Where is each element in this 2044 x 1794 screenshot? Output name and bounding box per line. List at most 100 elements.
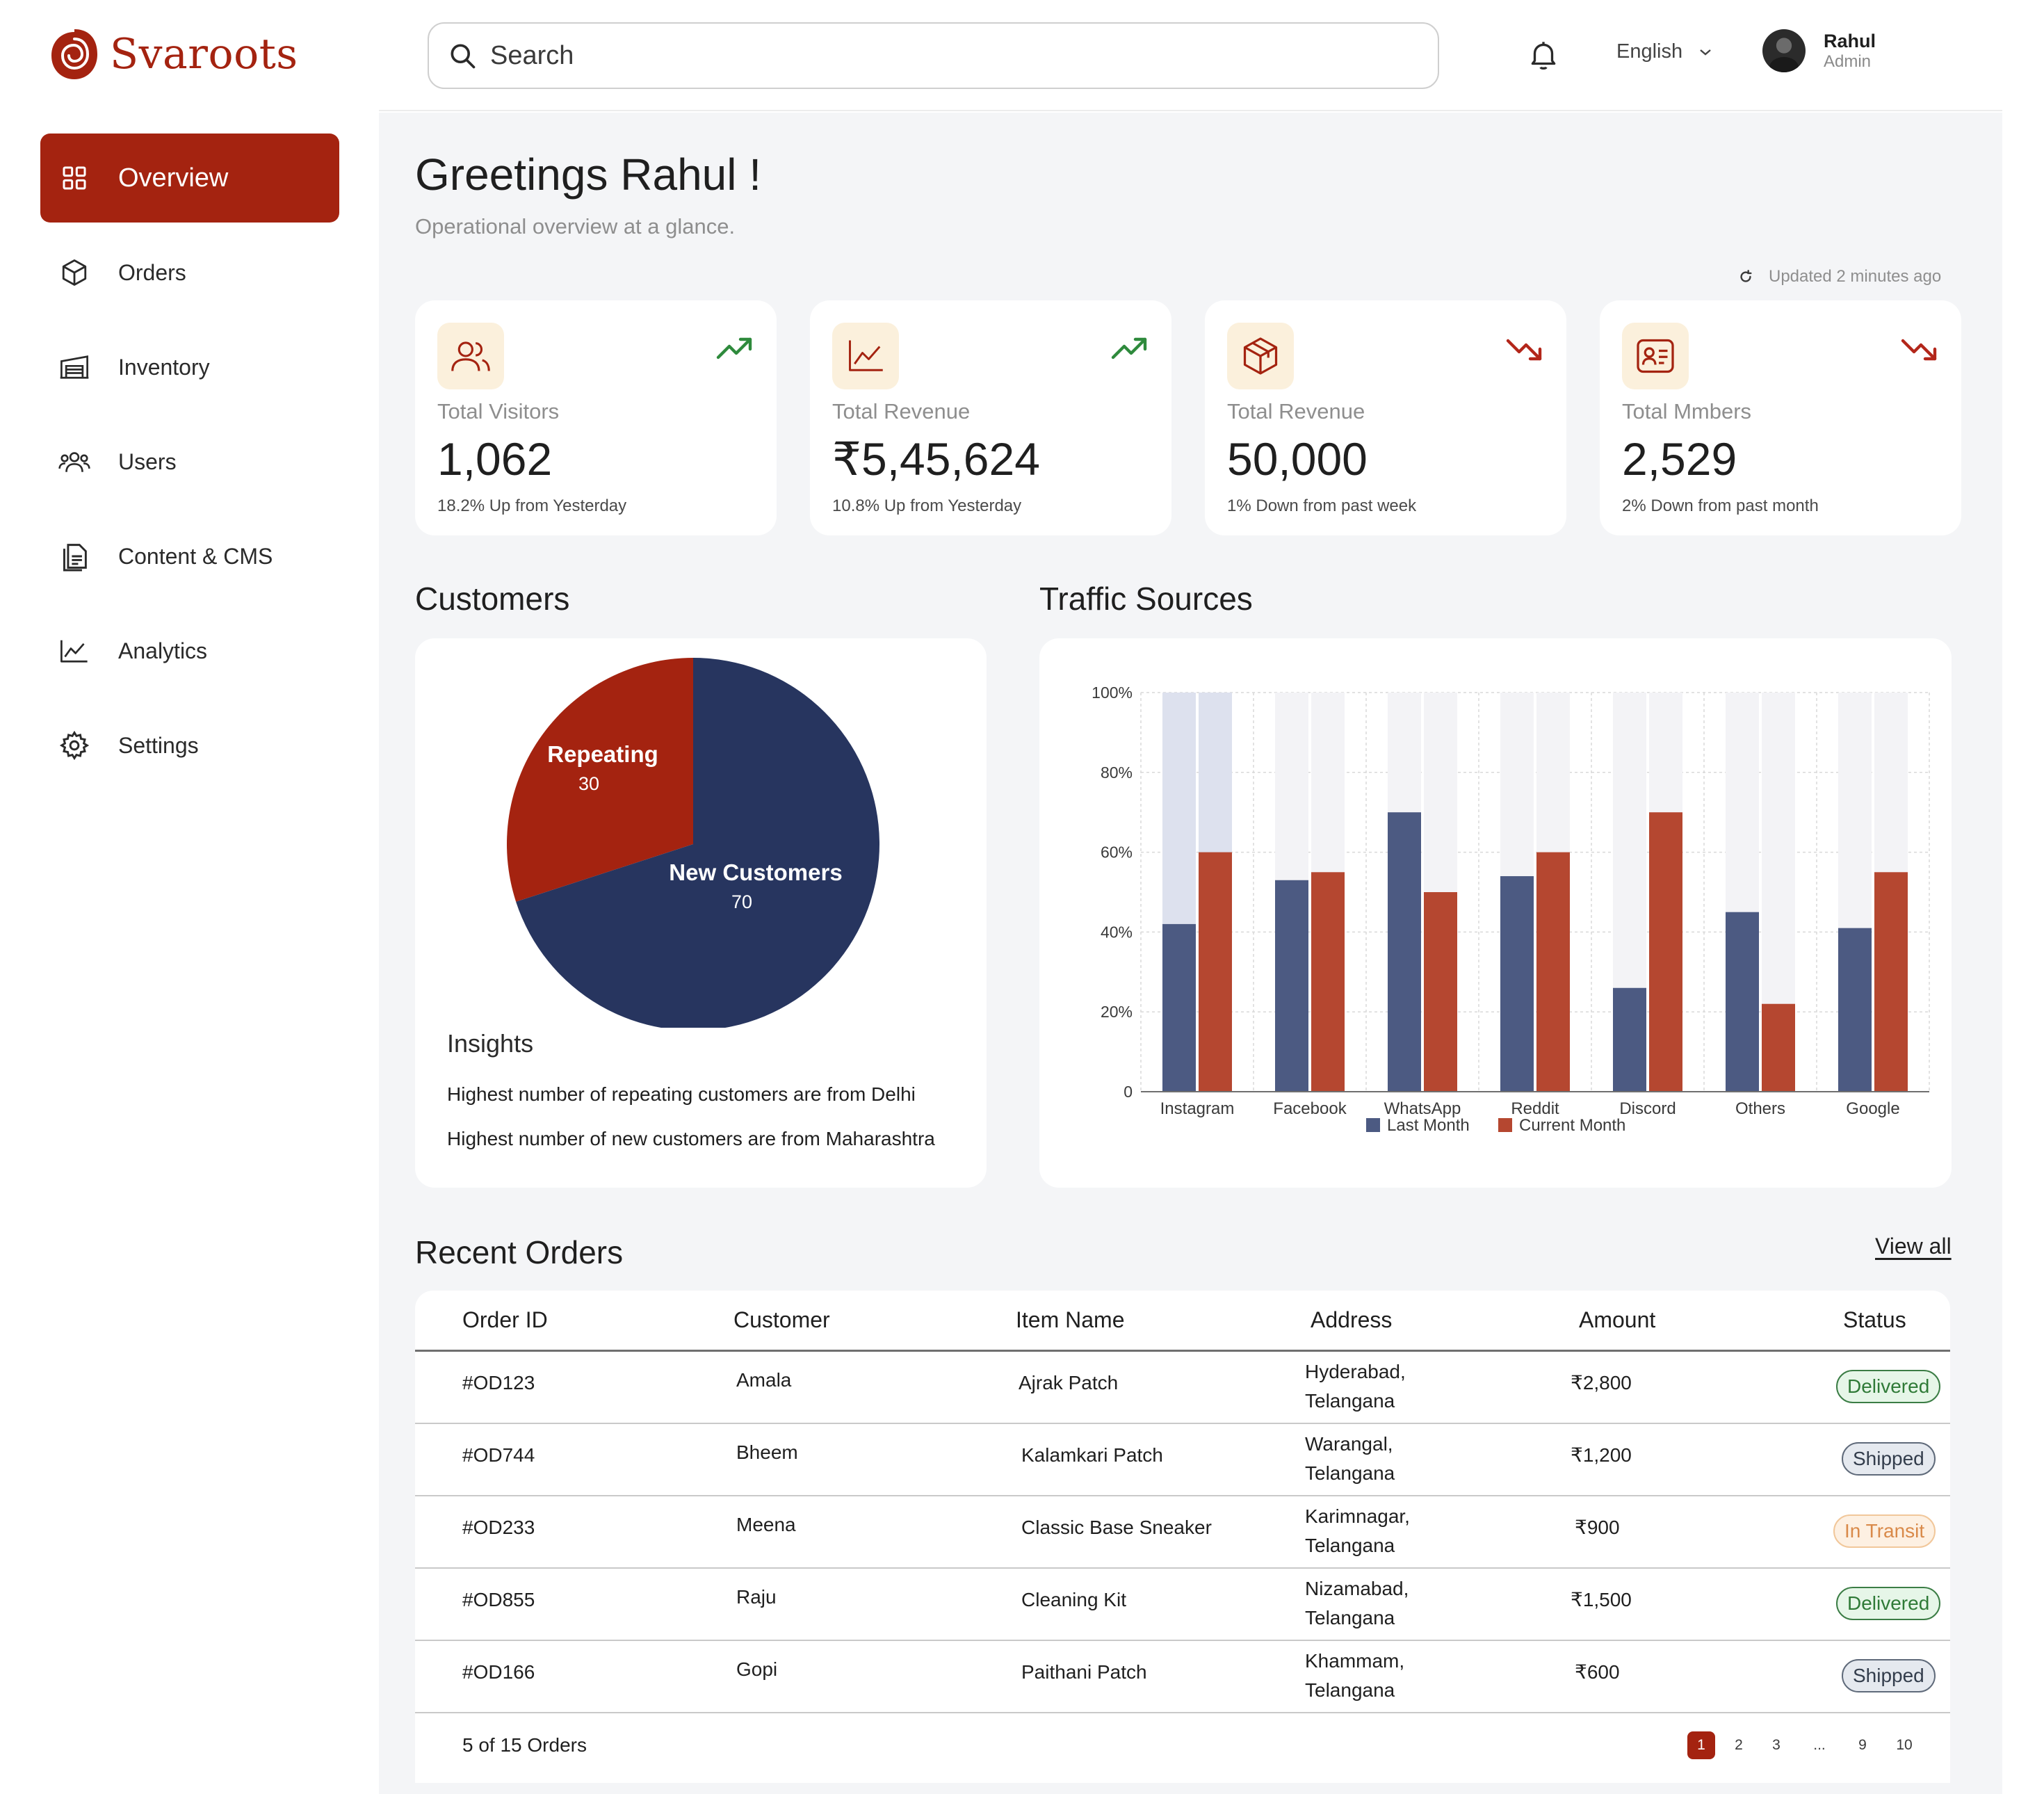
item-name: Ajrak Patch xyxy=(1019,1372,1119,1393)
brand-logo[interactable]: Svaroots xyxy=(49,26,298,82)
bar-last-month-google[interactable] xyxy=(1838,928,1872,1092)
column-header[interactable]: Order ID xyxy=(462,1307,548,1332)
orders-summary: 5 of 15 Orders xyxy=(462,1734,587,1756)
column-header[interactable]: Customer xyxy=(733,1307,830,1332)
legend-swatch xyxy=(1498,1118,1512,1132)
legend-swatch xyxy=(1366,1118,1380,1132)
bar-current-month-others[interactable] xyxy=(1762,1003,1795,1092)
address-line: Hyderabad, xyxy=(1305,1361,1406,1382)
x-tick-label: Instagram xyxy=(1160,1099,1235,1118)
page-button-10[interactable]: 10 xyxy=(1896,1737,1913,1753)
gear-icon xyxy=(58,729,90,761)
pie-slice-new-customers[interactable] xyxy=(516,658,879,1028)
amount: ₹600 xyxy=(1575,1661,1620,1683)
stat-title: Total Revenue xyxy=(832,399,971,423)
sidebar-item-users[interactable]: Users xyxy=(40,417,339,506)
insight-text: Highest number of new customers are from… xyxy=(447,1128,935,1149)
order-id[interactable]: #OD233 xyxy=(462,1517,535,1538)
page-button-1[interactable]: 1 xyxy=(1687,1731,1715,1759)
box-icon xyxy=(58,257,90,289)
search-icon xyxy=(451,44,476,69)
refresh-icon[interactable] xyxy=(1738,269,1753,284)
legend-label[interactable]: Current Month xyxy=(1519,1116,1625,1135)
column-header[interactable]: Status xyxy=(1843,1307,1906,1332)
sidebar-item-settings[interactable]: Settings xyxy=(40,701,339,790)
address-line: Karimnagar, xyxy=(1305,1505,1410,1527)
legend-label[interactable]: Last Month xyxy=(1387,1116,1470,1135)
bar-current-month-facebook[interactable] xyxy=(1311,872,1345,1092)
bar-last-month-facebook[interactable] xyxy=(1275,880,1308,1092)
page-title: Greetings Rahul ! xyxy=(415,150,762,200)
order-id[interactable]: #OD744 xyxy=(462,1444,535,1466)
page-button-9[interactable]: 9 xyxy=(1858,1737,1867,1753)
sidebar-item-orders[interactable]: Orders xyxy=(40,228,339,317)
bar-last-month-discord[interactable] xyxy=(1613,987,1646,1092)
page-subtitle: Operational overview at a glance. xyxy=(415,214,736,239)
table-row[interactable]: #OD166 Gopi Paithani Patch Khammam, Telan… xyxy=(415,1641,1950,1713)
search-bar[interactable] xyxy=(428,22,1439,89)
address-line: Telangana xyxy=(1305,1679,1395,1701)
sidebar-item-overview[interactable]: Overview xyxy=(40,134,339,223)
bar-current-month-whatsapp[interactable] xyxy=(1424,892,1457,1092)
warehouse-icon xyxy=(58,351,90,383)
order-id[interactable]: #OD166 xyxy=(462,1661,535,1683)
sidebar-item-label: Orders xyxy=(118,259,186,285)
view-all-link[interactable]: View all xyxy=(1875,1234,1952,1259)
bar-current-month-reddit[interactable] xyxy=(1536,852,1570,1092)
table-row[interactable]: #OD744 Bheem Kalamkari Patch Warangal, Te… xyxy=(415,1424,1950,1496)
bar-current-month-instagram[interactable] xyxy=(1199,852,1232,1092)
order-id[interactable]: #OD123 xyxy=(462,1372,535,1393)
y-tick-label: 20% xyxy=(1101,1003,1133,1021)
user-profile[interactable]: Rahul Admin xyxy=(1762,29,1876,72)
y-tick-label: 40% xyxy=(1101,923,1133,941)
grid-icon xyxy=(58,162,90,194)
language-dropdown[interactable]: English xyxy=(1616,40,1713,63)
sidebar-item-label: Overview xyxy=(118,163,229,193)
status-badge: In Transit xyxy=(1833,1514,1936,1548)
y-tick-label: 60% xyxy=(1101,843,1133,862)
bar-current-month-discord[interactable] xyxy=(1649,812,1682,1092)
address: Karimnagar, Telangana xyxy=(1305,1502,1410,1560)
bar-last-month-others[interactable] xyxy=(1726,912,1759,1092)
notification-bell-icon[interactable] xyxy=(1526,38,1561,72)
table-row[interactable]: #OD123 Amala Ajrak Patch Hyderabad, Telan… xyxy=(415,1352,1950,1424)
address: Warangal, Telangana xyxy=(1305,1430,1395,1488)
y-tick-label: 0 xyxy=(1124,1083,1133,1101)
sidebar-item-label: Inventory xyxy=(118,354,210,380)
sidebar-item-analytics[interactable]: Analytics xyxy=(40,606,339,695)
bar-current-month-google[interactable] xyxy=(1874,872,1908,1092)
x-tick-label: Google xyxy=(1846,1099,1899,1118)
address: Nizamabad, Telangana xyxy=(1305,1574,1409,1633)
brand-name: Svaroots xyxy=(110,30,298,79)
column-header[interactable]: Address xyxy=(1311,1307,1393,1332)
bar-last-month-instagram[interactable] xyxy=(1162,923,1196,1092)
stat-note: 1% Down from past week xyxy=(1227,496,1417,515)
orders-title: Recent Orders xyxy=(415,1234,624,1270)
sidebar-item-inventory[interactable]: Inventory xyxy=(40,323,339,412)
order-id[interactable]: #OD855 xyxy=(462,1589,535,1610)
search-input[interactable] xyxy=(490,40,1394,71)
x-tick-label: Reddit xyxy=(1511,1099,1559,1118)
table-row[interactable]: #OD233 Meena Classic Base Sneaker Karimn… xyxy=(415,1496,1950,1569)
bar-last-month-whatsapp[interactable] xyxy=(1388,812,1421,1092)
table-row[interactable]: #OD855 Raju Cleaning Kit Nizamabad, Telan… xyxy=(415,1569,1950,1641)
page-button-3[interactable]: 3 xyxy=(1772,1737,1781,1753)
document-icon xyxy=(58,540,90,572)
sidebar-item-label: Settings xyxy=(118,732,199,758)
page-button-2[interactable]: 2 xyxy=(1735,1737,1743,1753)
spiral-logo-icon xyxy=(51,29,97,79)
pie-slice-repeating[interactable] xyxy=(507,658,693,902)
last-updated: Updated 2 minutes ago xyxy=(1738,267,1941,286)
column-header[interactable]: Item Name xyxy=(1016,1307,1125,1332)
address-line: Telangana xyxy=(1305,1535,1395,1556)
user-role: Admin xyxy=(1824,52,1872,71)
bar-last-month-reddit[interactable] xyxy=(1500,876,1534,1092)
pie-label: New Customers xyxy=(669,859,842,885)
amount: ₹2,800 xyxy=(1571,1372,1632,1393)
stat-note: 2% Down from past month xyxy=(1622,496,1819,515)
sidebar-item-content-cms[interactable]: Content & CMS xyxy=(40,512,339,601)
package-icon xyxy=(1227,323,1294,389)
column-header[interactable]: Amount xyxy=(1579,1307,1656,1332)
stat-title: Total Mmbers xyxy=(1622,399,1752,423)
sidebar-item-label: Analytics xyxy=(118,638,208,663)
